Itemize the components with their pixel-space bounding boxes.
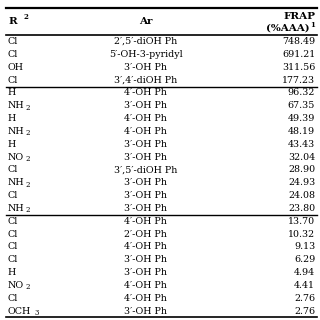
Text: NH: NH bbox=[8, 101, 25, 110]
Text: 49.39: 49.39 bbox=[288, 114, 315, 123]
Text: 4′-OH Ph: 4′-OH Ph bbox=[124, 217, 167, 226]
Text: 3′,4′-diOH Ph: 3′,4′-diOH Ph bbox=[114, 76, 177, 84]
Text: 2.76: 2.76 bbox=[294, 294, 315, 303]
Text: 177.23: 177.23 bbox=[282, 76, 315, 84]
Text: Cl: Cl bbox=[8, 76, 18, 84]
Text: 13.70: 13.70 bbox=[288, 217, 315, 226]
Text: 5′-OH-3-pyridyl: 5′-OH-3-pyridyl bbox=[109, 50, 182, 59]
Text: 2: 2 bbox=[26, 206, 30, 214]
Text: 3′-OH Ph: 3′-OH Ph bbox=[124, 63, 167, 72]
Text: Cl: Cl bbox=[8, 37, 18, 46]
Text: 9.13: 9.13 bbox=[294, 242, 315, 252]
Text: 24.93: 24.93 bbox=[288, 178, 315, 187]
Text: H: H bbox=[8, 140, 16, 149]
Text: NH: NH bbox=[8, 204, 25, 213]
Text: 311.56: 311.56 bbox=[282, 63, 315, 72]
Text: 748.49: 748.49 bbox=[282, 37, 315, 46]
Text: 3′-OH Ph: 3′-OH Ph bbox=[124, 153, 167, 162]
Text: 4′-OH Ph: 4′-OH Ph bbox=[124, 242, 167, 252]
Text: 2′-OH Ph: 2′-OH Ph bbox=[124, 229, 167, 238]
Text: OCH: OCH bbox=[8, 307, 31, 316]
Text: 3′-OH Ph: 3′-OH Ph bbox=[124, 268, 167, 277]
Text: 3′-OH Ph: 3′-OH Ph bbox=[124, 101, 167, 110]
Text: Cl: Cl bbox=[8, 229, 18, 238]
Text: 2: 2 bbox=[26, 104, 30, 112]
Text: 48.19: 48.19 bbox=[288, 127, 315, 136]
Text: Cl: Cl bbox=[8, 191, 18, 200]
Text: NO: NO bbox=[8, 281, 24, 290]
Text: H: H bbox=[8, 114, 16, 123]
Text: 3′-OH Ph: 3′-OH Ph bbox=[124, 255, 167, 264]
Text: 2: 2 bbox=[26, 155, 30, 163]
Text: 67.35: 67.35 bbox=[288, 101, 315, 110]
Text: 24.08: 24.08 bbox=[288, 191, 315, 200]
Text: 3′-OH Ph: 3′-OH Ph bbox=[124, 140, 167, 149]
Text: 4′-OH Ph: 4′-OH Ph bbox=[124, 127, 167, 136]
Text: (%AAA): (%AAA) bbox=[266, 23, 309, 33]
Text: 96.32: 96.32 bbox=[288, 88, 315, 97]
Text: 2.76: 2.76 bbox=[294, 307, 315, 316]
Text: Cl: Cl bbox=[8, 217, 18, 226]
Text: 32.04: 32.04 bbox=[288, 153, 315, 162]
Text: 2′,5′-diOH Ph: 2′,5′-diOH Ph bbox=[114, 37, 177, 46]
Text: 2: 2 bbox=[26, 181, 30, 189]
Text: 23.80: 23.80 bbox=[288, 204, 315, 213]
Text: Cl: Cl bbox=[8, 255, 18, 264]
Text: Cl: Cl bbox=[8, 242, 18, 252]
Text: 3′,5′-diOH Ph: 3′,5′-diOH Ph bbox=[114, 165, 177, 174]
Text: Cl: Cl bbox=[8, 294, 18, 303]
Text: NO: NO bbox=[8, 153, 24, 162]
Text: 3′-OH Ph: 3′-OH Ph bbox=[124, 204, 167, 213]
Text: R: R bbox=[8, 17, 17, 26]
Text: Cl: Cl bbox=[8, 165, 18, 174]
Text: 4′-OH Ph: 4′-OH Ph bbox=[124, 88, 167, 97]
Text: 43.43: 43.43 bbox=[288, 140, 315, 149]
Text: 3′-OH Ph: 3′-OH Ph bbox=[124, 178, 167, 187]
Text: Ar: Ar bbox=[139, 17, 152, 26]
Text: 691.21: 691.21 bbox=[282, 50, 315, 59]
Text: 3′-OH Ph: 3′-OH Ph bbox=[124, 307, 167, 316]
Text: 6.29: 6.29 bbox=[294, 255, 315, 264]
Text: 3′-OH Ph: 3′-OH Ph bbox=[124, 191, 167, 200]
Text: 2: 2 bbox=[26, 283, 30, 291]
Text: FRAP: FRAP bbox=[283, 12, 315, 21]
Text: 3: 3 bbox=[34, 309, 39, 317]
Text: 4′-OH Ph: 4′-OH Ph bbox=[124, 281, 167, 290]
Text: 4.41: 4.41 bbox=[294, 281, 315, 290]
Text: Cl: Cl bbox=[8, 50, 18, 59]
Text: 2: 2 bbox=[26, 129, 30, 137]
Text: 4.94: 4.94 bbox=[294, 268, 315, 277]
Text: H: H bbox=[8, 268, 16, 277]
Text: OH: OH bbox=[8, 63, 24, 72]
Text: H: H bbox=[8, 88, 16, 97]
Text: 2: 2 bbox=[23, 13, 28, 21]
Text: 28.90: 28.90 bbox=[288, 165, 315, 174]
Text: NH: NH bbox=[8, 178, 25, 187]
Text: NH: NH bbox=[8, 127, 25, 136]
Text: 10.32: 10.32 bbox=[288, 229, 315, 238]
Text: 4′-OH Ph: 4′-OH Ph bbox=[124, 114, 167, 123]
Text: 4′-OH Ph: 4′-OH Ph bbox=[124, 294, 167, 303]
Text: 1: 1 bbox=[310, 21, 315, 29]
